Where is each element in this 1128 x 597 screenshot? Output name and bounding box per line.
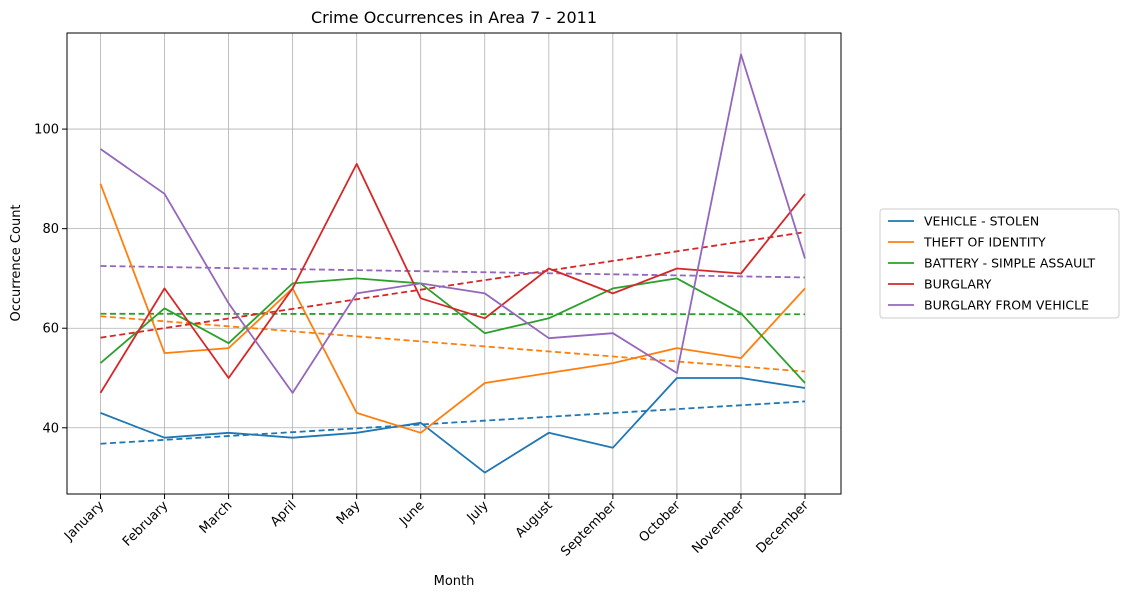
legend-label: BURGLARY [924,277,992,292]
y-axis-label: Occurrence Count [9,204,24,321]
chart-title: Crime Occurrences in Area 7 - 2011 [311,8,597,27]
grid-lines [67,33,841,494]
series-line [100,377,806,474]
legend-box [879,208,1120,319]
legend-label: VEHICLE - STOLEN [924,214,1039,229]
trend-line [100,315,806,373]
series-line [99,162,806,394]
y-tick-label: 80 [42,222,59,237]
x-axis-label: Month [434,574,475,589]
series-line [99,53,806,394]
series-line [99,183,806,434]
trend-line [100,265,806,279]
plot-frame [66,32,842,495]
legend-label: BURGLARY FROM VEHICLE [924,298,1089,313]
y-axis-ticks: 40 60 80 100 [34,123,67,436]
legend-label: BATTERY - SIMPLE ASSAULT [924,256,1095,271]
series-lines [99,53,806,474]
legend: VEHICLE - STOLEN THEFT OF IDENTITY BATTERY… [879,208,1120,319]
legend-label: THEFT OF IDENTITY [923,235,1046,250]
trend-line [100,400,806,445]
trend-lines [100,231,806,445]
trend-line [100,231,806,339]
y-tick-label: 100 [34,123,59,138]
y-tick-label: 40 [42,421,59,436]
y-tick-label: 60 [42,322,59,337]
